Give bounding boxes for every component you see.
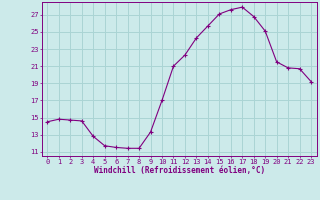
X-axis label: Windchill (Refroidissement éolien,°C): Windchill (Refroidissement éolien,°C) [94, 166, 265, 175]
